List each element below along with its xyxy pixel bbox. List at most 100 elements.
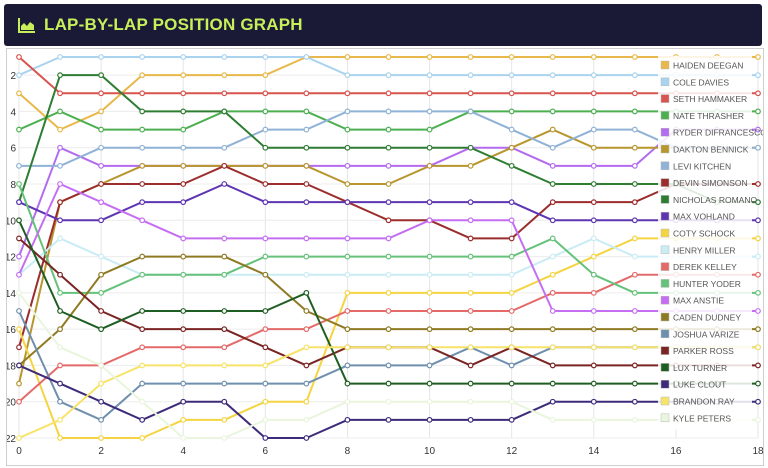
data-point xyxy=(57,362,63,369)
data-point xyxy=(262,271,269,278)
data-point xyxy=(549,398,556,405)
legend-label: RYDER DIFRANCESCO xyxy=(673,128,763,138)
data-point xyxy=(549,126,556,133)
data-point xyxy=(16,72,22,79)
data-point xyxy=(16,199,22,206)
data-point xyxy=(303,416,310,423)
data-point xyxy=(139,271,146,278)
data-point xyxy=(139,144,146,151)
data-point xyxy=(16,362,22,369)
data-point xyxy=(180,271,187,278)
data-point xyxy=(385,235,392,242)
data-point xyxy=(303,308,310,314)
data-point xyxy=(590,162,597,169)
data-point xyxy=(549,235,556,242)
chart-container: 0 2 4 6 8 10 12 14 16 18 2 4 6 8 10 12 14 16 18 20 22 HAIDEN … xyxy=(6,48,764,466)
y-tick-label: 6 xyxy=(10,144,16,155)
data-point xyxy=(755,289,761,296)
y-tick-label: 4 xyxy=(10,107,16,118)
data-point xyxy=(549,344,556,351)
data-point xyxy=(57,72,63,79)
data-point xyxy=(221,72,228,79)
data-point xyxy=(467,289,474,296)
data-point xyxy=(385,108,392,115)
data-point xyxy=(344,199,351,206)
data-point xyxy=(303,253,310,260)
data-point xyxy=(631,54,638,60)
data-point xyxy=(590,90,597,97)
data-point xyxy=(631,326,638,333)
data-point xyxy=(57,181,63,187)
legend-background xyxy=(658,56,752,430)
legend-label: HENRY MILLER xyxy=(673,245,736,255)
data-point xyxy=(57,435,63,441)
data-point xyxy=(139,416,146,423)
data-point xyxy=(344,108,351,115)
x-tick-label: 14 xyxy=(588,446,600,457)
data-point xyxy=(180,72,187,79)
data-point xyxy=(180,162,187,169)
data-point xyxy=(57,54,63,60)
data-point xyxy=(16,308,22,314)
data-point xyxy=(139,54,146,60)
data-point xyxy=(344,344,351,351)
legend-swatch xyxy=(660,312,670,322)
data-point xyxy=(755,380,761,387)
data-point xyxy=(57,271,63,278)
data-point xyxy=(755,54,761,60)
y-tick-label: 2 xyxy=(10,71,16,82)
legend-swatch xyxy=(660,245,670,255)
data-point xyxy=(98,435,105,441)
data-point xyxy=(508,289,515,296)
data-point xyxy=(631,72,638,79)
data-point xyxy=(139,217,146,224)
y-tick-label: 22 xyxy=(7,434,16,445)
legend-swatch xyxy=(660,144,670,154)
data-point xyxy=(16,253,22,260)
data-point xyxy=(221,326,228,333)
data-point xyxy=(262,181,269,187)
data-point xyxy=(631,398,638,405)
legend-label: LEVI KITCHEN xyxy=(673,161,731,171)
legend-label: HAIDEN DEEGAN xyxy=(673,61,743,71)
data-point xyxy=(16,162,22,169)
data-point xyxy=(508,108,515,115)
data-point xyxy=(508,90,515,97)
y-tick-label: 20 xyxy=(7,398,16,409)
data-point xyxy=(508,398,515,405)
data-point xyxy=(590,108,597,115)
legend-label: PARKER ROSS xyxy=(673,346,734,356)
data-point xyxy=(180,380,187,387)
data-point xyxy=(549,289,556,296)
data-point xyxy=(98,217,105,224)
data-point xyxy=(139,126,146,133)
data-point xyxy=(631,416,638,423)
data-point xyxy=(385,72,392,79)
data-point xyxy=(755,326,761,333)
data-point xyxy=(262,326,269,333)
data-point xyxy=(303,162,310,169)
legend-label: HUNTER YODER xyxy=(673,279,741,289)
data-point xyxy=(303,144,310,151)
data-point xyxy=(221,162,228,169)
data-point xyxy=(755,181,761,187)
data-point xyxy=(385,308,392,314)
data-point xyxy=(344,54,351,60)
data-point xyxy=(549,416,556,423)
data-point xyxy=(57,144,63,151)
data-point xyxy=(98,108,105,115)
data-point xyxy=(139,253,146,260)
x-tick-label: 6 xyxy=(263,446,269,457)
legend-label: LUX TURNER xyxy=(673,363,727,373)
data-point xyxy=(385,217,392,224)
data-point xyxy=(139,380,146,387)
data-point xyxy=(98,380,105,387)
data-point xyxy=(385,162,392,169)
series-line xyxy=(18,219,758,385)
data-point xyxy=(549,72,556,79)
legend-swatch xyxy=(660,262,670,271)
data-point xyxy=(426,362,433,369)
data-point xyxy=(755,108,761,115)
data-point xyxy=(262,90,269,97)
data-point xyxy=(467,144,474,151)
